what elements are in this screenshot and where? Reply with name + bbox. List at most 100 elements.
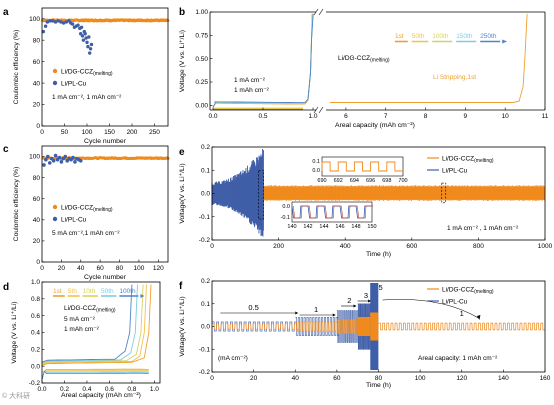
series-line: [357, 317, 372, 336]
x-tick-label: 0: [40, 129, 44, 136]
x-tick-label: 11: [542, 113, 549, 120]
series-line: [41, 284, 152, 366]
x-tick-label: 40: [292, 375, 300, 382]
data-point: [51, 158, 56, 163]
x-axis-label: Cycle number: [84, 138, 127, 145]
data-point: [85, 40, 89, 45]
data-point: [81, 38, 86, 42]
x-tick-label: 1.0: [150, 386, 159, 393]
legend-label: Li/DG-CCZ(melting): [61, 69, 113, 78]
panel-b: b 0.0 0.5 1.0 6 7 8 9 10 11 0.00 0.25 0.50 0.75 1.00 Ar…: [179, 7, 549, 129]
legend-label: 150th: [456, 33, 473, 40]
data-point: [59, 160, 64, 164]
x-tick-label: 400: [340, 243, 351, 250]
x-tick-label: 600: [406, 243, 417, 250]
x-tick-label: 160: [540, 375, 551, 382]
y-tick-label: 80: [33, 37, 41, 44]
axis-break-mark: [313, 8, 319, 16]
inset-y-tick-label: 0.0: [312, 168, 320, 174]
series-line: [378, 322, 545, 331]
y-tick-label: 0: [36, 123, 40, 130]
y-tick-label: 1.00: [195, 9, 208, 16]
annotation: 5 mA cm⁻²,1 mAh cm⁻²: [52, 230, 120, 237]
legend-label: 100th: [119, 288, 136, 295]
y-tick-label: 0.2: [201, 144, 210, 151]
x-tick-label: 150: [104, 129, 115, 136]
inset-x-tick-label: 142: [303, 224, 312, 230]
inset-line: [321, 161, 403, 172]
panel-label: d: [3, 282, 9, 293]
x-tick-label: 0.0: [208, 113, 217, 120]
series-line: [41, 370, 149, 380]
series-line: [330, 13, 528, 103]
inset-x-tick-label: 696: [366, 178, 375, 184]
annotation: 1 mA cm⁻² , 1 mAh cm⁻²: [447, 225, 519, 232]
data-point: [88, 47, 93, 51]
legend-marker: [52, 68, 58, 74]
y-axis-label: Voltage (V vs. Li⁺/Li): [179, 30, 186, 92]
legend-label: 1st: [395, 33, 404, 40]
y-axis-label: Coulombic efficiency (%): [13, 167, 20, 242]
data-point: [86, 44, 90, 49]
panel-e: e 0 200 400 600 800 1000 -0.2 -0.1 0.0 0.1 0.2 Time …: [179, 144, 553, 258]
rate-arrowhead: [353, 304, 357, 308]
x-tick-label: 10: [502, 113, 510, 120]
panel-label: a: [3, 7, 9, 18]
rate-arrowhead: [332, 313, 336, 317]
data-point: [57, 155, 62, 160]
series-line: [41, 370, 149, 380]
x-axis-label: Areal capacity (mAh cm⁻²): [61, 392, 141, 399]
x-tick-label: 0.4: [82, 386, 91, 393]
y-tick-label: -0.2: [199, 369, 211, 376]
rate-label: 5: [378, 283, 382, 292]
y-tick-label: 20: [33, 102, 41, 109]
panel-label: b: [179, 7, 185, 18]
y-tick-label: 0.00: [195, 103, 208, 110]
inset-x-tick-label: 146: [335, 224, 344, 230]
inset-x-tick-label: 700: [398, 178, 407, 184]
annotation: 1 mAh cm⁻²: [234, 87, 270, 94]
inset-x-tick-label: 144: [319, 224, 328, 230]
series-line: [212, 323, 299, 330]
y-tick-label: 0.8: [31, 296, 40, 303]
panel-f: f 0 20 40 60 80 100 120 140 160 -0.2 -0.1 0.0 0.1 0.2 T…: [179, 278, 551, 389]
legend-label: Li/PL-Cu: [61, 81, 87, 88]
x-tick-label: 20: [250, 375, 258, 382]
series-label: Li/DG-CCZ(melting): [64, 305, 116, 314]
axis-break-mark: [318, 106, 324, 114]
data-point: [73, 160, 77, 164]
x-tick-label: 8: [424, 113, 428, 120]
legend-marker: [52, 204, 58, 210]
plot-frame: [41, 145, 169, 263]
data-point: [46, 154, 50, 159]
data-point: [53, 153, 58, 158]
y-tick-label: -0.2: [29, 380, 41, 387]
y-tick-label: 1.0: [31, 279, 40, 286]
data-point: [83, 32, 87, 36]
series-line: [41, 369, 149, 380]
legend-marker: [52, 80, 58, 86]
data-point: [61, 21, 66, 25]
data-point: [64, 20, 69, 24]
series-line: [295, 321, 339, 332]
data-point: [47, 161, 52, 165]
x-tick-label: 0: [210, 243, 214, 250]
data-point: [71, 155, 75, 160]
x-tick-label: 200: [273, 243, 284, 250]
y-tick-label: 40: [33, 217, 41, 224]
series-line: [336, 319, 360, 334]
annotation: (mA cm⁻²): [218, 355, 248, 362]
legend-marker: [52, 216, 58, 222]
y-tick-label: 0.75: [195, 33, 208, 40]
data-point: [43, 24, 48, 28]
inset-y-tick-label: 0.1: [312, 159, 320, 165]
x-tick-label: 100: [415, 375, 426, 382]
y-tick-label: 0: [36, 259, 40, 266]
legend-label: Li/PL-Cu: [442, 299, 468, 306]
x-tick-label: 80: [375, 375, 383, 382]
watermark: © 大科研: [2, 393, 31, 400]
y-tick-label: 60: [33, 196, 41, 203]
y-axis-label: Voltage (V vs. Li⁺/Li): [11, 301, 18, 363]
inset-x-tick-label: 148: [351, 224, 360, 230]
